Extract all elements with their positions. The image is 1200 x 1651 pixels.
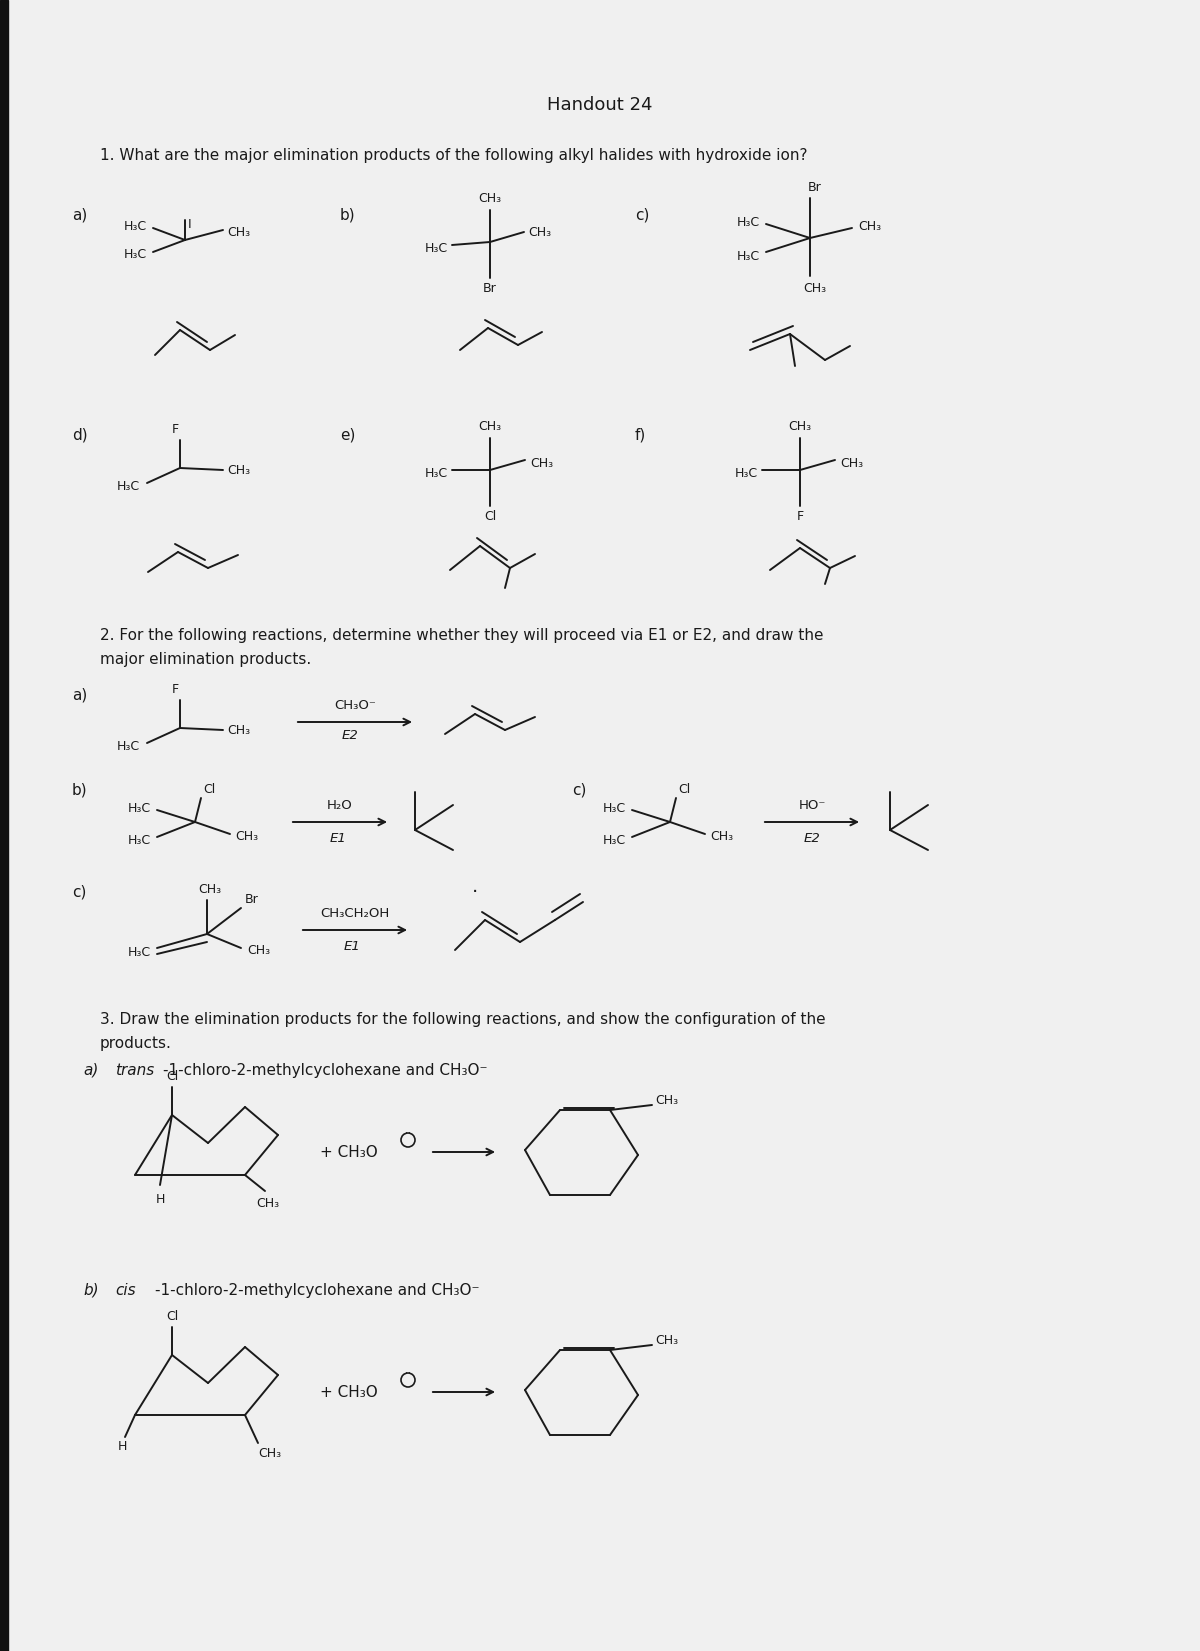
Text: CH₃: CH₃ bbox=[788, 419, 811, 433]
Text: cis: cis bbox=[115, 1283, 136, 1298]
Text: Cl: Cl bbox=[166, 1309, 178, 1322]
Text: CH₃: CH₃ bbox=[198, 883, 222, 896]
Text: I: I bbox=[188, 218, 192, 231]
Text: Cl: Cl bbox=[166, 1070, 178, 1083]
Text: H₃C: H₃C bbox=[734, 467, 758, 479]
Text: b): b) bbox=[83, 1283, 98, 1298]
Text: H₃C: H₃C bbox=[116, 479, 140, 492]
Text: CH₃: CH₃ bbox=[804, 282, 827, 296]
Text: + CH₃O: + CH₃O bbox=[320, 1144, 378, 1159]
Text: trans: trans bbox=[115, 1063, 155, 1078]
Text: 2. For the following reactions, determine whether they will proceed via E1 or E2: 2. For the following reactions, determin… bbox=[100, 627, 823, 642]
Text: CH₃: CH₃ bbox=[710, 829, 733, 842]
Text: H₃C: H₃C bbox=[128, 946, 151, 959]
Text: HO⁻: HO⁻ bbox=[798, 799, 826, 812]
Text: 3. Draw the elimination products for the following reactions, and show the confi: 3. Draw the elimination products for the… bbox=[100, 1012, 826, 1027]
Text: F: F bbox=[172, 684, 179, 697]
Text: H₃C: H₃C bbox=[124, 220, 148, 233]
Text: ·: · bbox=[472, 883, 478, 901]
Text: + CH₃O: + CH₃O bbox=[320, 1385, 378, 1400]
Text: H₃C: H₃C bbox=[425, 241, 448, 254]
Text: Cl: Cl bbox=[678, 783, 690, 796]
Text: CH₃: CH₃ bbox=[528, 226, 551, 238]
Text: b): b) bbox=[72, 783, 88, 797]
Text: c): c) bbox=[572, 783, 587, 797]
Text: CH₃: CH₃ bbox=[247, 943, 270, 956]
Text: CH₃: CH₃ bbox=[858, 220, 881, 233]
Text: H₃C: H₃C bbox=[116, 740, 140, 753]
Text: a): a) bbox=[83, 1063, 98, 1078]
Bar bbox=[0, 0, 8, 1651]
Text: Br: Br bbox=[808, 182, 822, 195]
Text: CH₃: CH₃ bbox=[530, 456, 553, 469]
Text: E2: E2 bbox=[804, 832, 821, 845]
Text: H₃C: H₃C bbox=[128, 834, 151, 847]
Text: H₃C: H₃C bbox=[602, 834, 626, 847]
Text: CH₃: CH₃ bbox=[227, 226, 250, 238]
Text: CH₃: CH₃ bbox=[479, 192, 502, 205]
Text: major elimination products.: major elimination products. bbox=[100, 652, 311, 667]
Text: H₃C: H₃C bbox=[128, 801, 151, 814]
Text: CH₃: CH₃ bbox=[655, 1334, 678, 1347]
Text: F: F bbox=[797, 510, 804, 523]
Text: E1: E1 bbox=[343, 939, 360, 953]
Text: CH₃: CH₃ bbox=[655, 1093, 678, 1106]
Text: f): f) bbox=[635, 428, 647, 442]
Text: -1-chloro-2-methylcyclohexane and CH₃O⁻: -1-chloro-2-methylcyclohexane and CH₃O⁻ bbox=[155, 1283, 480, 1298]
Text: e): e) bbox=[340, 428, 355, 442]
Text: H: H bbox=[118, 1440, 127, 1453]
Text: H₃C: H₃C bbox=[425, 467, 448, 479]
Text: c): c) bbox=[72, 885, 86, 900]
Text: CH₃: CH₃ bbox=[235, 829, 258, 842]
Text: H₃C: H₃C bbox=[737, 216, 760, 228]
Text: H₂O: H₂O bbox=[328, 799, 353, 812]
Text: F: F bbox=[172, 423, 179, 436]
Text: E1: E1 bbox=[330, 832, 347, 845]
Text: b): b) bbox=[340, 208, 355, 223]
Text: ··: ·· bbox=[406, 1128, 410, 1138]
Text: H: H bbox=[155, 1194, 164, 1205]
Text: CH₃: CH₃ bbox=[227, 464, 250, 477]
Text: -1-chloro-2-methylcyclohexane and CH₃O⁻: -1-chloro-2-methylcyclohexane and CH₃O⁻ bbox=[163, 1063, 487, 1078]
Text: H₃C: H₃C bbox=[737, 249, 760, 263]
Text: CH₃: CH₃ bbox=[227, 723, 250, 736]
Text: Br: Br bbox=[484, 282, 497, 296]
Text: Handout 24: Handout 24 bbox=[547, 96, 653, 114]
Text: Cl: Cl bbox=[484, 510, 496, 523]
Text: products.: products. bbox=[100, 1035, 172, 1052]
Text: d): d) bbox=[72, 428, 88, 442]
Text: CH₃: CH₃ bbox=[479, 419, 502, 433]
Text: CH₃: CH₃ bbox=[257, 1197, 280, 1210]
Text: 1. What are the major elimination products of the following alkyl halides with h: 1. What are the major elimination produc… bbox=[100, 149, 808, 163]
Text: ··: ·· bbox=[406, 1369, 410, 1379]
Text: CH₃O⁻: CH₃O⁻ bbox=[334, 698, 376, 712]
Text: a): a) bbox=[72, 208, 88, 223]
Text: CH₃: CH₃ bbox=[258, 1446, 281, 1459]
Text: CH₃: CH₃ bbox=[840, 456, 863, 469]
Text: H₃C: H₃C bbox=[602, 801, 626, 814]
Text: CH₃CH₂OH: CH₃CH₂OH bbox=[320, 906, 390, 920]
Text: a): a) bbox=[72, 687, 88, 702]
Text: Cl: Cl bbox=[203, 783, 215, 796]
Text: c): c) bbox=[635, 208, 649, 223]
Text: E2: E2 bbox=[342, 728, 359, 741]
Text: H₃C: H₃C bbox=[124, 248, 148, 261]
Text: Br: Br bbox=[245, 893, 259, 906]
